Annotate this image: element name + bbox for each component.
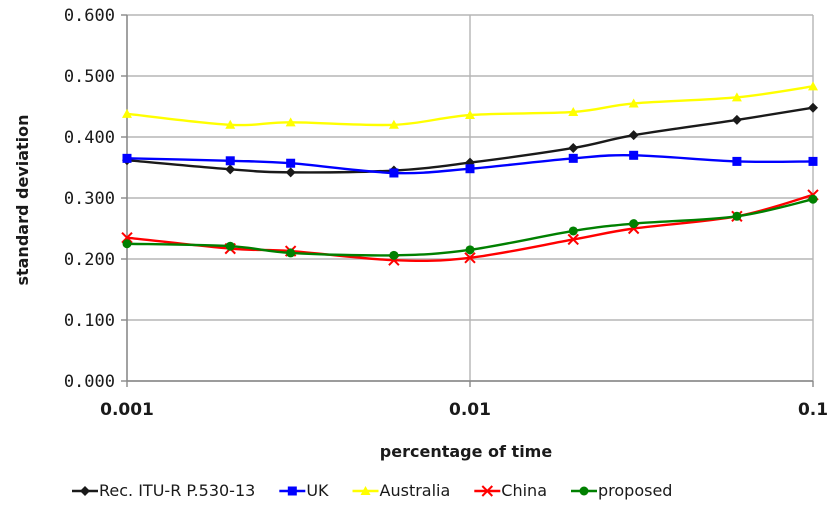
data-point (481, 485, 494, 497)
y-tick-label: 0.600 (64, 6, 115, 26)
x-tick-label: 0.1 (798, 400, 828, 420)
data-point (731, 114, 742, 125)
data-point (122, 239, 132, 249)
data-point (465, 245, 475, 255)
x-axis-ticks: 0.001 0.01 0.1 (100, 381, 828, 420)
data-point (225, 156, 235, 166)
legend-item: Rec. ITU-R P.530-13 (72, 481, 255, 500)
data-point (122, 108, 132, 118)
data-point (389, 250, 399, 260)
data-point-stroke (567, 233, 579, 246)
y-tick-label: 0.500 (64, 67, 115, 87)
legend-item: proposed (571, 481, 672, 500)
data-point-stroke (481, 485, 494, 497)
y-tick-label: 0.300 (64, 189, 115, 209)
data-point (628, 130, 639, 141)
grid-lines (126, 14, 814, 382)
data-point (568, 142, 579, 153)
y-axis-ticks: 0.000 0.100 0.200 0.300 0.400 0.500 0.600 (64, 6, 127, 392)
data-point (465, 164, 475, 174)
data-point (568, 153, 578, 163)
data-point (808, 194, 818, 204)
data-point (286, 248, 296, 258)
data-point (80, 486, 90, 496)
x-tick-label: 0.001 (100, 400, 154, 420)
series-uk (122, 150, 818, 178)
legend-item: Australia (352, 481, 451, 500)
legend: Rec. ITU-R P.530-13 UK Australia China propo… (72, 481, 672, 500)
data-point (732, 156, 742, 166)
data-point (568, 106, 579, 116)
data-point (579, 486, 589, 496)
data-point (731, 92, 742, 102)
data-point (808, 156, 818, 166)
data-point (732, 211, 742, 221)
y-tick-label: 0.400 (64, 128, 115, 148)
x-tick-label: 0.01 (449, 400, 491, 420)
data-point (567, 233, 579, 246)
data-point (225, 119, 236, 129)
data-point-stroke (464, 252, 476, 264)
x-axis-title: percentage of time (380, 442, 553, 461)
y-tick-label: 0.000 (64, 372, 115, 392)
data-point (225, 241, 235, 251)
y-axis-title: standard deviation (13, 114, 32, 285)
data-point (629, 219, 639, 229)
data-point (628, 98, 639, 108)
series-australia (122, 81, 818, 129)
data-point (465, 110, 475, 120)
data-point (285, 117, 296, 127)
series-proposed (122, 194, 818, 260)
data-point (360, 486, 371, 495)
legend-label: proposed (598, 481, 672, 500)
data-point (285, 167, 296, 178)
data-point (464, 252, 476, 264)
data-point (389, 168, 399, 178)
legend-item: UK (279, 481, 329, 500)
legend-label: China (501, 481, 547, 500)
data-point (568, 226, 578, 236)
y-tick-label: 0.200 (64, 250, 115, 270)
series-layer (121, 81, 819, 266)
data-point (388, 119, 399, 129)
legend-label: UK (306, 481, 329, 500)
data-point (629, 150, 639, 160)
data-point (808, 102, 818, 113)
data-point (808, 81, 818, 91)
data-point (287, 486, 297, 496)
data-point (225, 164, 236, 175)
y-tick-label: 0.100 (64, 311, 115, 331)
legend-label: Rec. ITU-R P.530-13 (99, 481, 255, 500)
data-point (122, 153, 132, 163)
data-point (286, 158, 296, 168)
legend-item: China (474, 481, 547, 500)
legend-label: Australia (380, 481, 451, 500)
